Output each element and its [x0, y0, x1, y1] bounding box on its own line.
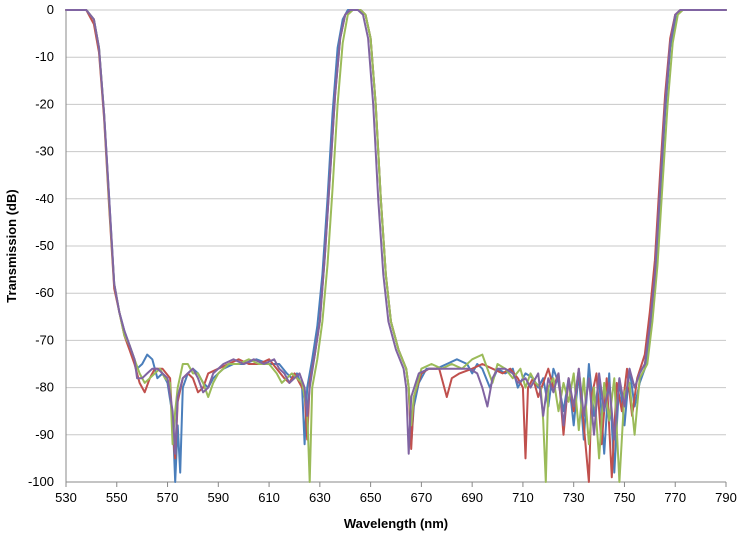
y-axis-title: Transmission (dB) — [4, 189, 19, 302]
x-tick-label: 530 — [55, 490, 77, 505]
series-line-4 — [65, 9, 727, 455]
x-tick-label: 610 — [258, 490, 280, 505]
y-tick-label: -100 — [28, 474, 54, 489]
x-tick-label: 630 — [309, 490, 331, 505]
x-tick-label: 710 — [512, 490, 534, 505]
x-tick-label: 670 — [411, 490, 433, 505]
axes — [65, 10, 727, 487]
y-tick-labels: 0 -10 -20 -30 -40 -50 -60 -70 -80 -90 -100 — [28, 2, 54, 489]
x-tick-label: 590 — [207, 490, 229, 505]
y-tick-label: -80 — [35, 380, 54, 395]
x-tick-label: 690 — [461, 490, 483, 505]
y-tick-label: -50 — [35, 238, 54, 253]
y-tick-label: -10 — [35, 49, 54, 64]
y-tick-label: -40 — [35, 191, 54, 206]
y-tick-label: -20 — [35, 96, 54, 111]
y-tick-label: 0 — [47, 2, 54, 17]
series-lines — [65, 9, 727, 483]
x-axis-title: Wavelength (nm) — [344, 516, 448, 531]
x-tick-label: 650 — [360, 490, 382, 505]
x-tick-label: 790 — [715, 490, 737, 505]
x-tick-label: 550 — [106, 490, 128, 505]
x-tick-label: 770 — [664, 490, 686, 505]
y-tick-label: -70 — [35, 332, 54, 347]
y-tick-label: -30 — [35, 144, 54, 159]
x-tick-label: 730 — [563, 490, 585, 505]
x-tick-label: 750 — [614, 490, 636, 505]
y-tick-label: -90 — [35, 427, 54, 442]
x-tick-labels: 530 550 570 590 610 630 650 670 690 710 730 750 770 7… — [55, 490, 737, 505]
x-tick-label: 570 — [157, 490, 179, 505]
y-tick-label: -60 — [35, 285, 54, 300]
series-line-3 — [65, 9, 727, 483]
